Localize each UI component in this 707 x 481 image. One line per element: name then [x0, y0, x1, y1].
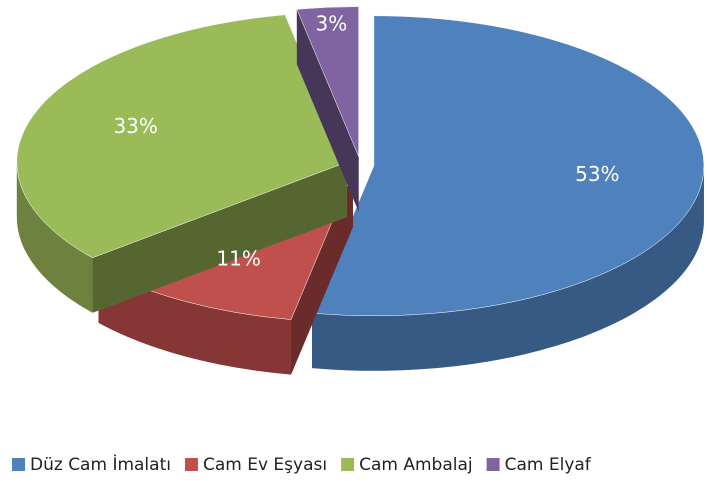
legend-swatch [12, 458, 25, 471]
slice-wall [92, 162, 347, 313]
data-label: 33% [113, 114, 157, 138]
slice-side [16, 162, 93, 313]
legend-label: Cam Ambalaj [359, 455, 473, 475]
legend-swatch [184, 458, 198, 471]
slice-top [16, 14, 348, 259]
slice-shade [312, 165, 704, 371]
legend-label: Cam Elyaf [505, 455, 592, 475]
pie-slice [296, 6, 359, 212]
legend: Düz Cam İmalatı Cam Ev Eşyası Cam Ambalaj C… [12, 454, 592, 475]
legend-swatch [341, 458, 355, 471]
data-label: 53% [575, 162, 619, 186]
legend-label: Düz Cam İmalatı [30, 454, 171, 475]
slice-shade [16, 162, 93, 313]
slice-shade [92, 162, 347, 313]
slice-shade [98, 267, 292, 375]
data-labels: 53% 11% 33% 3% [113, 12, 619, 271]
legend-swatch [486, 458, 500, 471]
slice-side [312, 165, 704, 371]
data-label: 11% [216, 247, 260, 271]
data-label: 3% [315, 12, 347, 36]
pie [16, 6, 705, 375]
slice-side [98, 267, 292, 375]
slice-shade [296, 9, 359, 212]
slice-top [296, 6, 359, 157]
legend-label: Cam Ev Eşyası [203, 455, 327, 475]
pie-slice [16, 14, 348, 313]
slice-wall [296, 9, 359, 212]
pie-slice [311, 15, 705, 371]
slice-top [311, 15, 705, 317]
